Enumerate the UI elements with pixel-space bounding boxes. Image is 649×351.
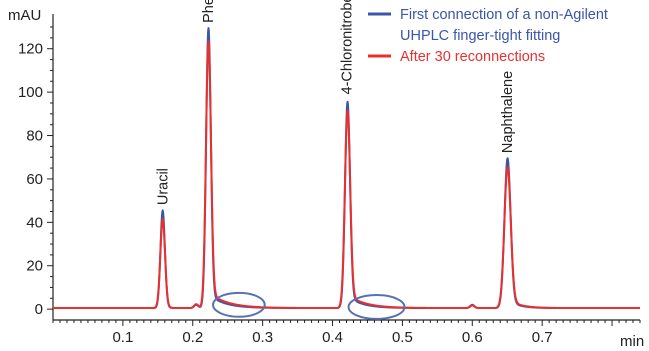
y-axis-label: mAU xyxy=(8,7,41,24)
x-tick-label: 0.5 xyxy=(392,329,413,346)
x-tick-label: 0.1 xyxy=(112,329,133,346)
axes: 0 20 40 60 80 100 120 0.1 0.2 0.3 0.4 0.5 0.6 0.7 mA… xyxy=(8,7,644,350)
y-tick-label: 40 xyxy=(26,214,43,231)
x-ticks: 0.1 0.2 0.3 0.4 0.5 0.6 0.7 xyxy=(52,320,641,346)
y-tick-label: 60 xyxy=(26,171,43,188)
ellipse-annotations xyxy=(212,291,406,320)
highlight-ellipse xyxy=(347,294,406,320)
peak-label: 4-Chloronitrobenzene xyxy=(340,0,356,94)
peak-label: Uracil xyxy=(156,168,172,205)
legend: First connection of a non-Agilent UHPLC f… xyxy=(368,7,608,65)
y-ticks: 0 20 40 60 80 100 120 xyxy=(18,26,53,318)
legend-label: UHPLC finger-tight fitting xyxy=(400,28,560,44)
y-tick-label: 80 xyxy=(26,128,43,145)
y-tick-label: 120 xyxy=(18,41,43,58)
legend-label: After 30 reconnections xyxy=(400,49,545,65)
x-axis-label: min xyxy=(620,333,644,350)
x-tick-label: 0.7 xyxy=(532,329,553,346)
series-lines xyxy=(52,27,641,310)
peak-labels: Uracil Phenol 4-Chloronitrobenzene Naphthal… xyxy=(156,0,517,205)
legend-label: First connection of a non-Agilent xyxy=(400,7,608,23)
peak-label: Naphthalene xyxy=(500,71,516,153)
x-tick-label: 0.4 xyxy=(322,329,343,346)
y-tick-label: 0 xyxy=(35,301,43,318)
x-tick-label: 0.6 xyxy=(462,329,483,346)
peak-label: Phenol xyxy=(201,0,217,23)
y-tick-label: 20 xyxy=(26,258,43,275)
y-tick-label: 100 xyxy=(18,84,43,101)
x-tick-label: 0.2 xyxy=(182,329,203,346)
series-line-after-30-reconnections xyxy=(52,40,641,310)
highlight-ellipse xyxy=(212,291,266,318)
x-tick-label: 0.3 xyxy=(252,329,273,346)
